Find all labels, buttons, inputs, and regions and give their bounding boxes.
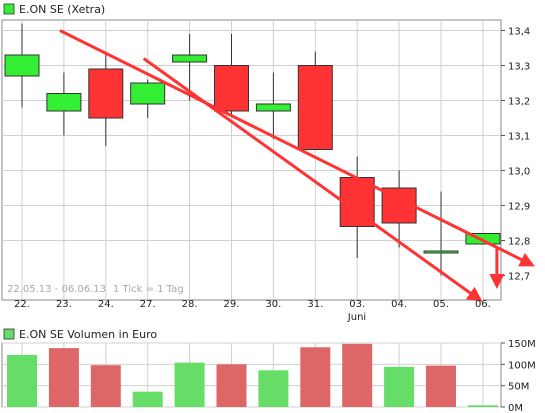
trend-channel <box>59 29 535 302</box>
x-tick-label: 28. <box>182 299 198 310</box>
price-y-tick-label: 12,9 <box>508 202 530 213</box>
candle-body <box>88 68 124 119</box>
trend-line <box>59 29 535 267</box>
volume-bars <box>7 343 498 407</box>
candle-body <box>130 82 166 105</box>
price-legend-label: E.ON SE (Xetra) <box>19 3 105 16</box>
price-y-tick-label: 12,7 <box>508 272 530 283</box>
volume-bar <box>174 362 205 407</box>
info-tick: 1 Tick = 1 Tag <box>113 284 184 295</box>
volume-bar <box>216 364 247 407</box>
volume-legend-label: E.ON SE Volumen in Euro <box>19 328 157 341</box>
x-axis: 22. 23. 24. 27. 28. 29. 30. 31. 03. 04. 05. 06. <box>14 299 491 310</box>
month-label: Juni <box>347 312 366 323</box>
x-tick-label: 29. <box>224 299 240 310</box>
x-tick-label: 24. <box>98 299 114 310</box>
x-tick-label: 04. <box>391 299 407 310</box>
price-y-tick-label: 13,2 <box>508 97 530 108</box>
volume-bar <box>467 405 498 407</box>
candle-body <box>297 65 333 150</box>
x-tick-label: 31. <box>307 299 323 310</box>
volume-bar <box>258 370 289 407</box>
volume-bar <box>384 366 415 407</box>
volume-legend-swatch <box>3 328 15 340</box>
volume-bar <box>342 343 373 407</box>
x-tick-label: 23. <box>56 299 72 310</box>
price-legend-swatch <box>3 3 15 15</box>
volume-bar <box>426 365 456 407</box>
volume-bar <box>7 354 37 407</box>
x-tick-label: 27. <box>140 299 156 310</box>
volume-bar <box>48 348 79 407</box>
price-y-tick-label: 13,3 <box>508 62 530 73</box>
x-tick-label: 30. <box>265 299 281 310</box>
candle-body <box>46 93 82 112</box>
volume-y-tick-label: 50M <box>508 382 529 393</box>
x-tick-label: 05. <box>433 299 449 310</box>
price-panel-frame <box>1 19 502 301</box>
trend-line <box>142 57 483 302</box>
x-tick-label: 22. <box>14 299 30 310</box>
volume-bar <box>90 365 121 407</box>
volume-y-tick-label: 0M <box>508 403 523 413</box>
candle-body <box>423 250 459 254</box>
candle-body <box>465 233 501 245</box>
volume-bar <box>132 391 163 407</box>
price-y-tick-label: 13,1 <box>508 132 530 143</box>
candle-body <box>214 65 249 112</box>
price-y-axis: 13,4 13,3 13,2 13,1 13,0 12,9 12,8 12,7 <box>501 27 530 283</box>
candle-body <box>172 54 208 63</box>
volume-y-tick-label: 100M <box>508 360 536 371</box>
x-tick-label: 06. <box>475 299 491 310</box>
info-date-range: 22.05.13 - 06.06.13 <box>7 284 106 295</box>
volume-bar <box>300 347 331 407</box>
x-tick-label: 03. <box>349 299 365 310</box>
price-y-tick-label: 13,4 <box>508 27 530 38</box>
volume-y-tick-label: 150M <box>508 339 536 350</box>
candle-body <box>4 54 40 77</box>
price-y-tick-label: 13,0 <box>508 167 530 178</box>
price-y-tick-label: 12,8 <box>508 237 530 248</box>
candle-body <box>255 103 291 112</box>
volume-y-axis: 150M 100M 50M 0M <box>501 339 536 413</box>
